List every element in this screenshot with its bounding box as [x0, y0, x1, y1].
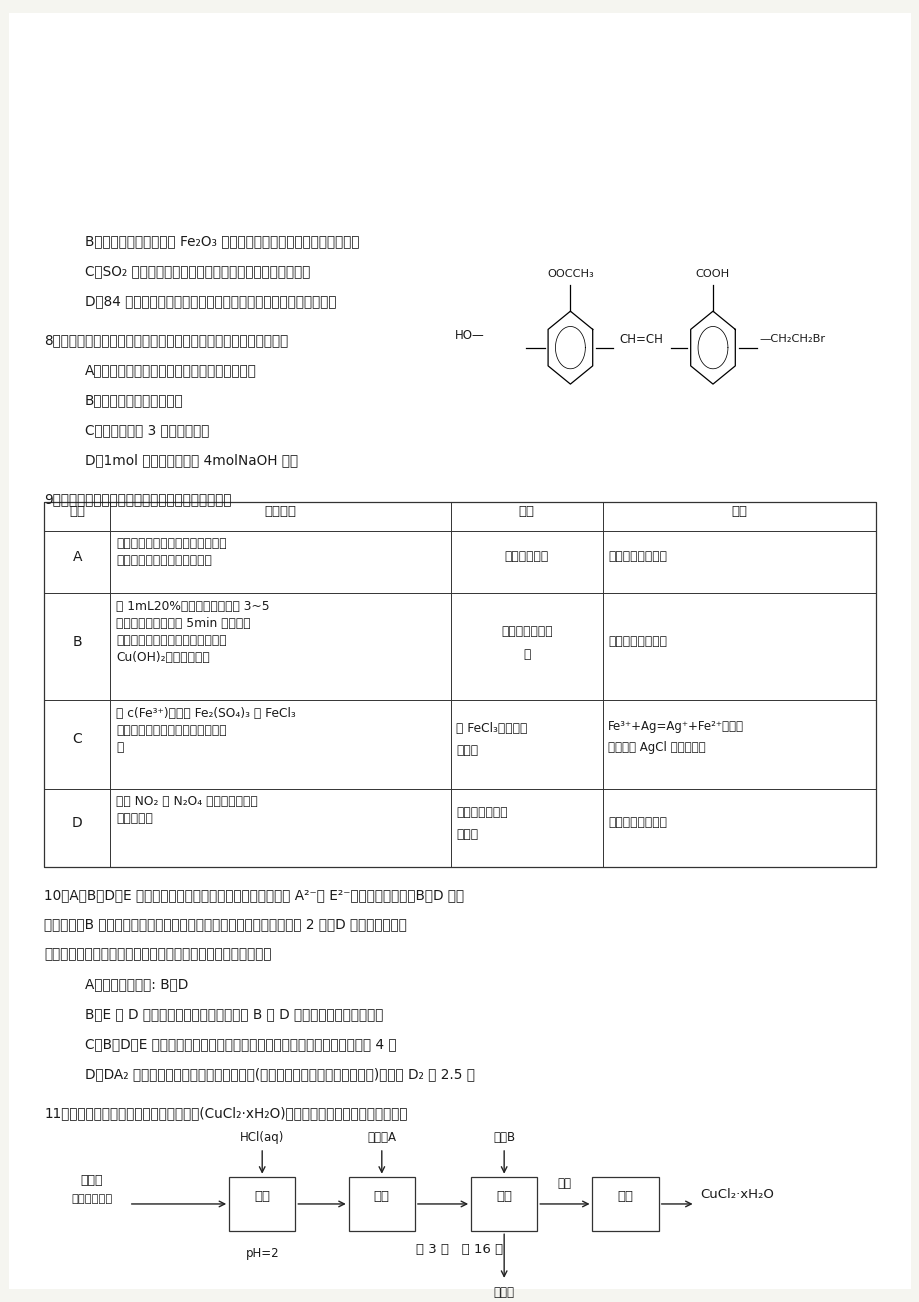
Text: 用 FeCl₃溶液清洗: 用 FeCl₃溶液清洗 — [456, 723, 528, 736]
Text: C．B、D、E 的最高价氧化物对应的水化物之间能发生反应的化学方程式有 4 个: C．B、D、E 的最高价氧化物对应的水化物之间能发生反应的化学方程式有 4 个 — [85, 1038, 396, 1052]
Text: 氧化剂A: 氧化剂A — [367, 1131, 396, 1144]
Text: 渐加深: 渐加深 — [456, 828, 478, 841]
Text: （含少量铁）: （含少量铁） — [72, 1194, 112, 1204]
Text: 符合勒夏特列原理: 符合勒夏特列原理 — [607, 816, 666, 829]
Text: A．简单离子半径: B＜D: A．简单离子半径: B＜D — [85, 978, 187, 992]
Text: 生: 生 — [522, 648, 530, 661]
Text: 9．由下列实验操作及现象推出的相应结论正确的是: 9．由下列实验操作及现象推出的相应结论正确的是 — [44, 492, 232, 506]
Text: COOH: COOH — [695, 268, 730, 279]
Text: —CH₂CH₂Br: —CH₂CH₂Br — [758, 333, 824, 344]
Text: B．E 与 D 形成的化合物晶体的熔点高于 B 与 D 形成的化合物晶体的熔点: B．E 与 D 形成的化合物晶体的熔点高于 B 与 D 形成的化合物晶体的熔点 — [85, 1008, 382, 1022]
Text: Cu(OH)₂悬浊液，加热: Cu(OH)₂悬浊液，加热 — [116, 651, 210, 664]
Text: 第 3 页   共 16 页: 第 3 页 共 16 页 — [416, 1243, 503, 1256]
Text: HO—: HO— — [455, 329, 484, 342]
Text: D．1mol 该物质最多能与 4molNaOH 反应: D．1mol 该物质最多能与 4molNaOH 反应 — [85, 453, 298, 467]
Text: 混合气体颜色逐: 混合气体颜色逐 — [456, 806, 507, 819]
Text: 沉淀物: 沉淀物 — [494, 1286, 514, 1299]
Text: 过滤: 过滤 — [495, 1190, 512, 1203]
Text: 较干净: 较干净 — [456, 745, 478, 758]
Bar — [229, 1177, 295, 1232]
Text: D．DA₂ 可用于自来水的消毒，其消毒效果(以每摩尔物质得到的电子数表示)相当于 D₂ 的 2.5 倍: D．DA₂ 可用于自来水的消毒，其消毒效果(以每摩尔物质得到的电子数表示)相当于… — [85, 1068, 474, 1082]
Text: 向两份蛋白质溶液中分别滴加饱和: 向两份蛋白质溶液中分别滴加饱和 — [116, 538, 226, 551]
Text: A．该物质既能发生加成反应又能发生消去反应: A．该物质既能发生加成反应又能发生消去反应 — [85, 363, 256, 378]
Text: 氯化钠溶液和饱和硫酸铜溶液: 氯化钠溶液和饱和硫酸铜溶液 — [116, 555, 211, 568]
Text: 蔗糖没有发生水解: 蔗糖没有发生水解 — [607, 635, 666, 648]
Text: 11．用含少量铁的氧化铜制取氯化铜晶体(CuCl₂·xH₂O)流程如图所示。下列说法正确的是: 11．用含少量铁的氧化铜制取氯化铜晶体(CuCl₂·xH₂O)流程如图所示。下列… — [44, 1107, 407, 1120]
Text: B．该物质存在顺反异构体: B．该物质存在顺反异构体 — [85, 393, 183, 408]
Text: 取 1mL20%的蔗糖溶液，加入 3~5: 取 1mL20%的蔗糖溶液，加入 3~5 — [116, 600, 269, 613]
Text: 试剂B: 试剂B — [493, 1131, 515, 1144]
Text: CH=CH: CH=CH — [619, 333, 663, 346]
Text: 蛋白质均发生变性: 蛋白质均发生变性 — [607, 551, 666, 564]
Text: 周期元素，B 为金属元素，其基态原子最外层成对电子是未成对电子的 2 倍，D 元素的原子最外: 周期元素，B 为金属元素，其基态原子最外层成对电子是未成对电子的 2 倍，D 元… — [44, 918, 406, 932]
Text: 管: 管 — [116, 741, 123, 754]
Text: C．分子中含有 3 种含氧官能团: C．分子中含有 3 种含氧官能团 — [85, 423, 209, 437]
Text: 均有固体析出: 均有固体析出 — [504, 551, 549, 564]
Bar — [348, 1177, 414, 1232]
Text: 层有一个未成对电子。下列有关元素及其化合物的说法错误的是: 层有一个未成对电子。下列有关元素及其化合物的说法错误的是 — [44, 948, 271, 962]
Text: 8．如图所示物质是某药物的中间体。关于该化合物的说法错误的是: 8．如图所示物质是某药物的中间体。关于该化合物的说法错误的是 — [44, 333, 288, 348]
Text: HCl(aq): HCl(aq) — [240, 1131, 284, 1144]
Bar — [471, 1177, 537, 1232]
Text: 用 c(Fe³⁺)相同的 Fe₂(SO₄)₃ 和 FeCl₃: 用 c(Fe³⁺)相同的 Fe₂(SO₄)₃ 和 FeCl₃ — [116, 707, 295, 720]
Bar — [44, 503, 875, 867]
Text: 现象: 现象 — [518, 505, 534, 518]
Text: 10．A、B、D、E 为原子序数依次递增的四种元素，简单离子 A²⁻和 E²⁻相差一个电子层，B、D 为同: 10．A、B、D、E 为原子序数依次递增的四种元素，简单离子 A²⁻和 E²⁻相… — [44, 888, 464, 902]
Text: 实验操作: 实验操作 — [265, 505, 296, 518]
Text: D．84 消毒液的有效成分具有强氧化性，可用于杀灭新型冠状病毒: D．84 消毒液的有效成分具有强氧化性，可用于杀灭新型冠状病毒 — [85, 294, 335, 309]
Text: pH=2: pH=2 — [245, 1247, 278, 1260]
Text: B: B — [73, 634, 82, 648]
Text: Fe³⁺+Ag=Ag⁺+Fe²⁺是可逆: Fe³⁺+Ag=Ag⁺+Fe²⁺是可逆 — [607, 720, 743, 733]
Text: 结晶: 结晶 — [617, 1190, 633, 1203]
Bar — [592, 1177, 658, 1232]
Text: D: D — [72, 815, 83, 829]
Text: 溶液，分别清洗做完银镜反应的试: 溶液，分别清洗做完银镜反应的试 — [116, 724, 226, 737]
Text: 选项: 选项 — [69, 505, 85, 518]
Text: 对于 NO₂ 和 N₂O₄ 的平衡体系，缩: 对于 NO₂ 和 N₂O₄ 的平衡体系，缩 — [116, 796, 257, 809]
Text: 溶液于一洁净的试管中，加入新制: 溶液于一洁净的试管中，加入新制 — [116, 634, 226, 647]
Text: C．SO₂ 是酸性氧化物且易溶于水，可用作葡萄酒的防腐剂: C．SO₂ 是酸性氧化物且易溶于水，可用作葡萄酒的防腐剂 — [85, 264, 310, 279]
Text: 滴稀硫酸，水浴加热 5min 后取少量: 滴稀硫酸，水浴加热 5min 后取少量 — [116, 617, 250, 630]
Text: 氧化: 氧化 — [373, 1190, 390, 1203]
Text: 酸溶: 酸溶 — [254, 1190, 270, 1203]
Text: 结论: 结论 — [731, 505, 746, 518]
Text: 反应，且 AgCl 更难溶于水: 反应，且 AgCl 更难溶于水 — [607, 741, 705, 754]
Text: CuCl₂·xH₂O: CuCl₂·xH₂O — [699, 1189, 773, 1202]
Text: B．天然磁石的主要成分 Fe₂O₃ 具有磁性，古时人们用其打磨仿制司南: B．天然磁石的主要成分 Fe₂O₃ 具有磁性，古时人们用其打磨仿制司南 — [85, 234, 358, 249]
Text: 无砖红色沉淀产: 无砖红色沉淀产 — [500, 625, 552, 638]
Text: 滤液: 滤液 — [557, 1177, 572, 1190]
Text: 小容器体积: 小容器体积 — [116, 812, 153, 825]
Text: 氧化铜: 氧化铜 — [81, 1174, 103, 1187]
Text: OOCCH₃: OOCCH₃ — [547, 268, 593, 279]
Text: A: A — [73, 549, 82, 564]
Text: C: C — [73, 732, 82, 746]
